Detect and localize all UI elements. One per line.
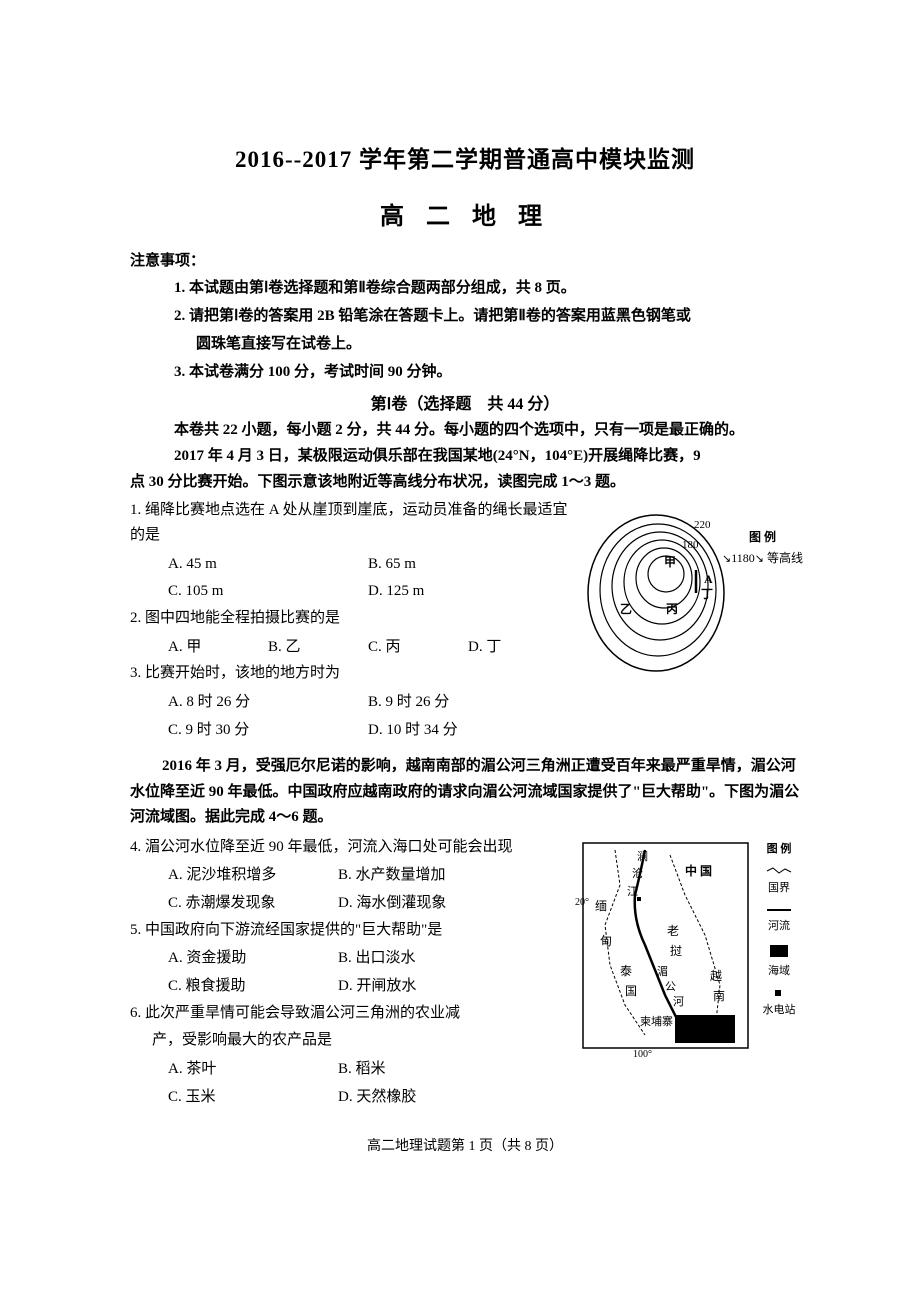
notice-item-2-cont: 圆珠笔直接写在试卷上。 xyxy=(196,332,800,356)
q5-opt-b: B. 出口淡水 xyxy=(338,945,416,973)
q1-opt-b: B. 65 m xyxy=(368,551,568,579)
figure-1-contour-map: 220 180 甲 乙 丙 丁 A 图 例 ↘1180↘ 等高线 xyxy=(576,498,800,678)
q6-opt-c: C. 玉米 xyxy=(168,1084,338,1112)
contour-svg: 220 180 甲 乙 丙 丁 A xyxy=(576,498,746,678)
context2: 2016 年 3 月，受强厄尔尼诺的影响，越南南部的湄公河三角洲正遭受百年来最严… xyxy=(130,754,800,831)
svg-text:公: 公 xyxy=(665,981,676,993)
svg-text:柬埔寨: 柬埔寨 xyxy=(640,1014,673,1028)
q2-opt-b: B. 乙 xyxy=(268,634,368,662)
contour-label-220: 220 xyxy=(694,519,711,531)
q3-opt-a: A. 8 时 26 分 xyxy=(168,689,368,717)
exam-subtitle: 高 二 地 理 xyxy=(130,196,800,231)
map-legend-sea: 海域 xyxy=(758,962,800,978)
map-legend-border: 国界 xyxy=(758,879,800,895)
svg-text:缅: 缅 xyxy=(595,899,607,913)
contour-label-ding: 丁 xyxy=(701,587,713,601)
notice-item-3: 3. 本试卷满分 100 分，考试时间 90 分钟。 xyxy=(174,360,800,384)
q4-stem: 4. 湄公河水位降至近 90 年最低，河流入海口处可能会出现 xyxy=(130,835,567,861)
q2-opt-a: A. 甲 xyxy=(168,634,268,662)
svg-text:中 国: 中 国 xyxy=(685,863,712,878)
q6-opt-b: B. 稻米 xyxy=(338,1056,386,1084)
svg-text:南: 南 xyxy=(713,988,725,1003)
notice-item-1: 1. 本试题由第Ⅰ卷选择题和第Ⅱ卷综合题两部分组成，共 8 页。 xyxy=(174,276,800,300)
q4-opt-d: D. 海水倒灌现象 xyxy=(338,890,446,918)
exam-title: 2016--2017 学年第二学期普通高中模块监测 xyxy=(130,140,800,174)
contour-label-a: A xyxy=(704,572,713,586)
q1-opt-a: A. 45 m xyxy=(168,551,368,579)
contour-label-yi: 乙 xyxy=(620,602,632,616)
svg-text:江: 江 xyxy=(627,885,638,898)
context1-line2: 点 30 分比赛开始。下图示意该地附近等高线分布状况，读图完成 1～3 题。 xyxy=(130,470,800,496)
q3-opt-b: B. 9 时 26 分 xyxy=(368,689,568,717)
q5-opt-d: D. 开闸放水 xyxy=(338,973,416,1001)
svg-text:澜: 澜 xyxy=(637,849,648,863)
contour-label-bing: 丙 xyxy=(666,602,678,616)
legend-value: 1180 xyxy=(731,551,755,565)
q5-opt-a: A. 资金援助 xyxy=(168,945,338,973)
notice-item-2: 2. 请把第Ⅰ卷的答案用 2B 铅笔涂在答题卡上。请把第Ⅱ卷的答案用蓝黑色钢笔或 xyxy=(174,304,800,328)
q3-stem: 3. 比赛开始时，该地的地方时为 xyxy=(130,661,568,687)
svg-text:20°: 20° xyxy=(575,897,589,908)
contour-label-180: 180 xyxy=(682,539,699,551)
q6-stem-1: 6. 此次严重旱情可能会导致湄公河三角洲的农业减 xyxy=(130,1001,567,1027)
section-note: 本卷共 22 小题，每小题 2 分，共 44 分。每小题的四个选项中，只有一项是… xyxy=(174,418,800,442)
svg-text:越: 越 xyxy=(710,969,722,983)
legend-text: 等高线 xyxy=(767,551,803,565)
q2-stem: 2. 图中四地能全程拍摄比赛的是 xyxy=(130,606,568,632)
svg-text:沧: 沧 xyxy=(632,866,643,880)
legend-title: 图 例 xyxy=(722,528,803,545)
q5-opt-c: C. 粮食援助 xyxy=(168,973,338,1001)
notice-label: 注意事项： xyxy=(130,249,800,270)
page-footer: 高二地理试题第 1 页（共 8 页） xyxy=(130,1135,800,1155)
q1-opt-d: D. 125 m xyxy=(368,578,568,606)
figure-2-mekong-map: 澜 沧 江 中 国 缅 老 甸 挝 泰 湄 国 公 越 河 南 柬埔寨 20° … xyxy=(575,835,800,1065)
figure-2-legend: 图 例 国界 河流 海域 水电站 xyxy=(758,840,800,1027)
svg-text:国: 国 xyxy=(625,984,637,998)
svg-text:湄: 湄 xyxy=(657,965,668,978)
map-svg: 澜 沧 江 中 国 缅 老 甸 挝 泰 湄 国 公 越 河 南 柬埔寨 20° … xyxy=(575,835,755,1060)
q6-opt-a: A. 茶叶 xyxy=(168,1056,338,1084)
map-legend-hydro: 水电站 xyxy=(758,1001,800,1017)
q1-stem: 1. 绳降比赛地点选在 A 处从崖顶到崖底，运动员准备的绳长最适宜的是 xyxy=(130,498,568,549)
context1-line1: 2017 年 4 月 3 日，某极限运动俱乐部在我国某地(24°N，104°E)… xyxy=(174,444,800,468)
svg-text:100°: 100° xyxy=(633,1049,652,1060)
svg-text:挝: 挝 xyxy=(670,944,682,958)
q3-opt-d: D. 10 时 34 分 xyxy=(368,717,568,745)
q6-opt-d: D. 天然橡胶 xyxy=(338,1084,416,1112)
q4-opt-b: B. 水产数量增加 xyxy=(338,862,446,890)
svg-text:河: 河 xyxy=(673,995,684,1008)
figure-1-legend: 图 例 ↘1180↘ 等高线 xyxy=(722,528,803,566)
contour-label-jia: 甲 xyxy=(664,555,676,569)
q1-opt-c: C. 105 m xyxy=(168,578,368,606)
q4-opt-c: C. 赤潮爆发现象 xyxy=(168,890,338,918)
q4-opt-a: A. 泥沙堆积增多 xyxy=(168,862,338,890)
svg-text:泰: 泰 xyxy=(620,964,632,978)
svg-text:老: 老 xyxy=(667,924,679,938)
q2-opt-d: D. 丁 xyxy=(468,634,548,662)
q5-stem: 5. 中国政府向下游流经国家提供的"巨大帮助"是 xyxy=(130,918,567,944)
svg-text:甸: 甸 xyxy=(600,934,612,948)
q6-stem-2: 产，受影响最大的农产品是 xyxy=(152,1028,567,1054)
section-heading: 第Ⅰ卷（选择题 共 44 分） xyxy=(130,390,800,414)
q2-opt-c: C. 丙 xyxy=(368,634,468,662)
q3-opt-c: C. 9 时 30 分 xyxy=(168,717,368,745)
map-legend-river: 河流 xyxy=(758,917,800,933)
map-legend-title: 图 例 xyxy=(758,840,800,856)
